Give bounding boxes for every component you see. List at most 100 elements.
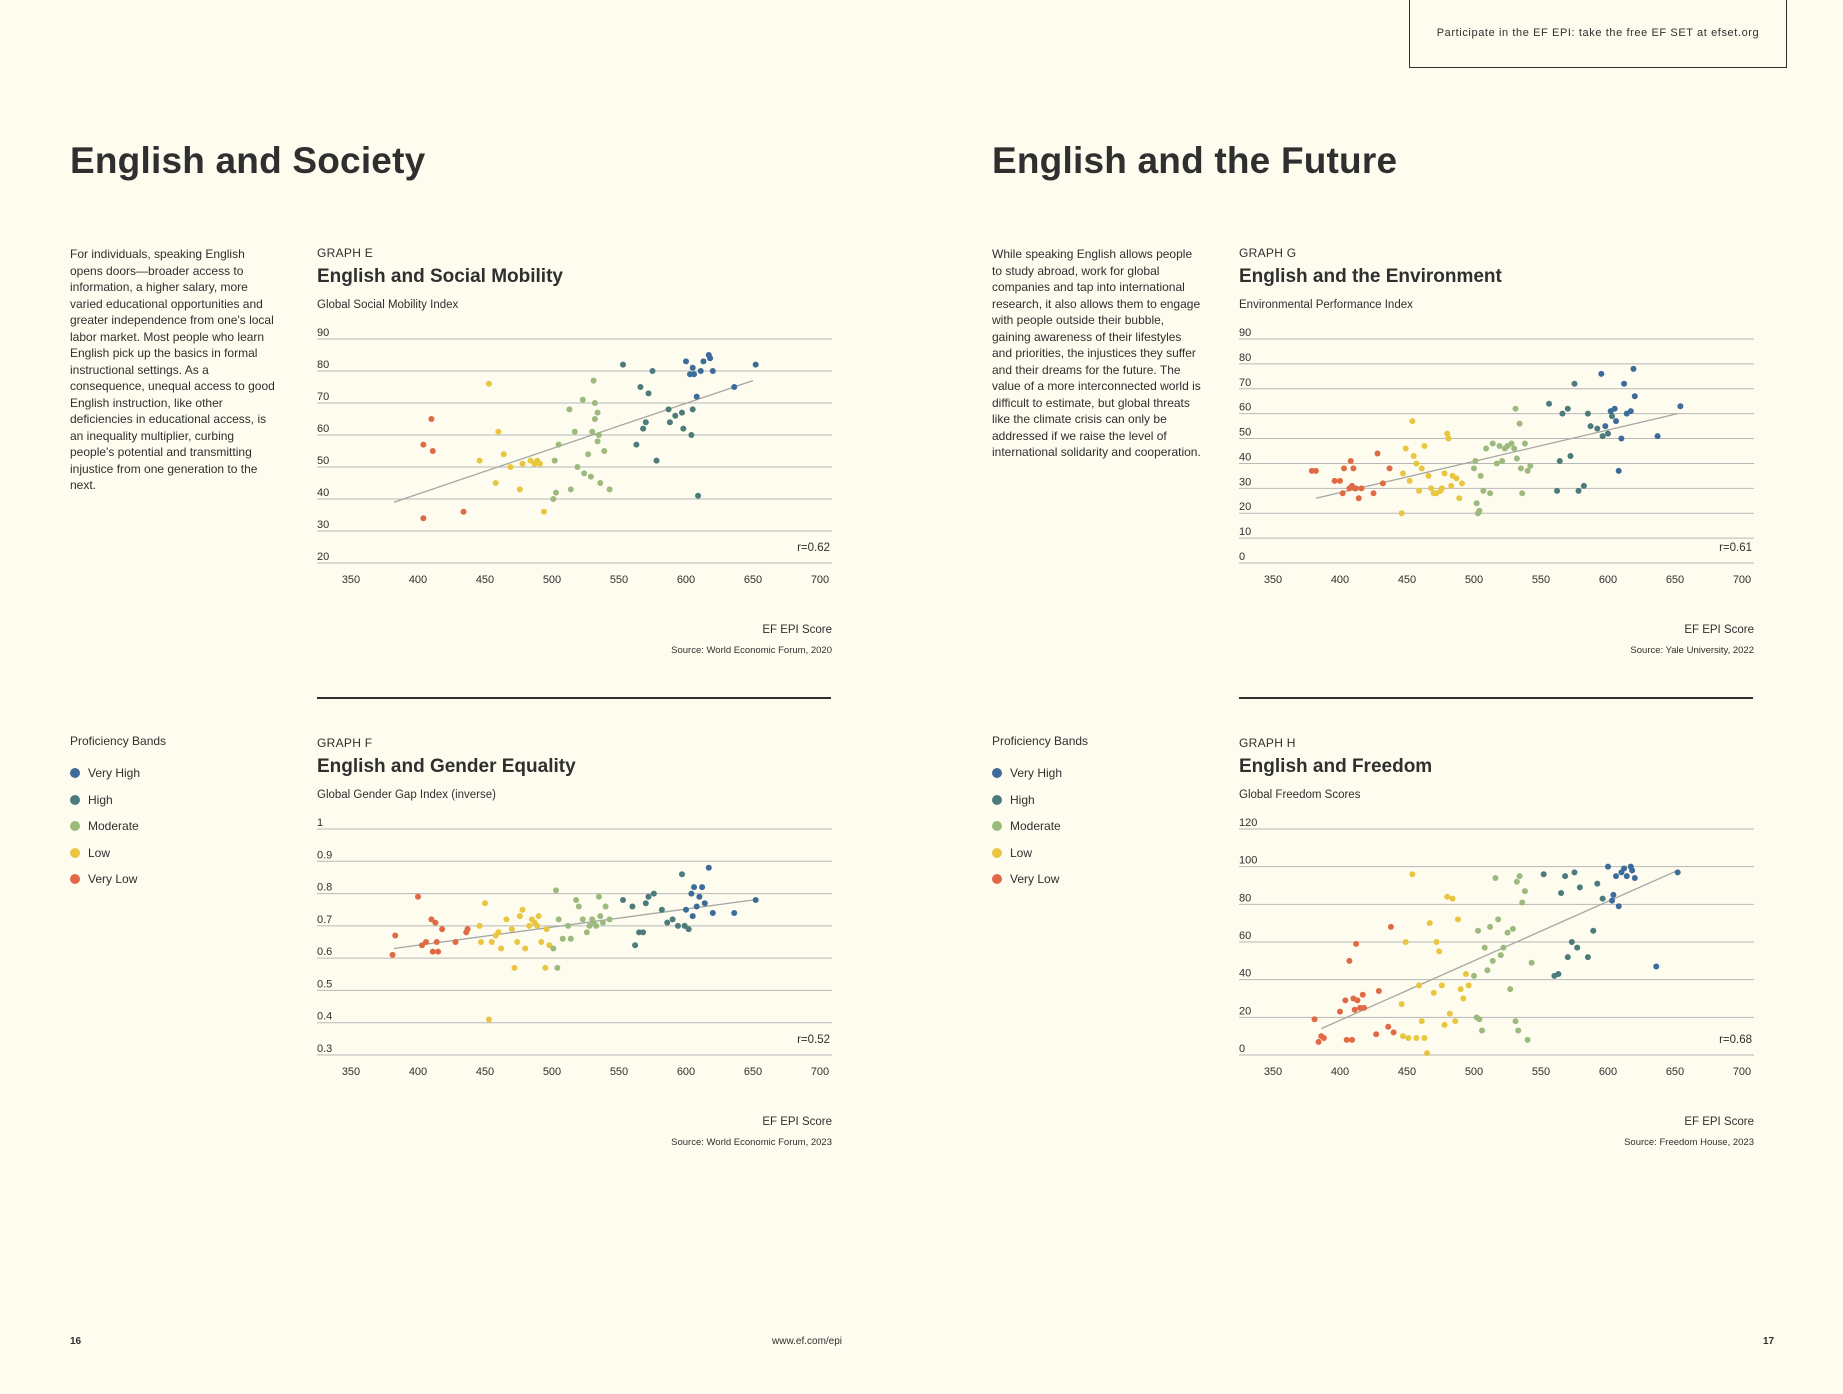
graph-source: Source: World Economic Forum, 2020 xyxy=(671,645,832,656)
data-point-low xyxy=(482,900,488,907)
data-point-low xyxy=(540,508,547,515)
graph-x-axis-title: EF EPI Score xyxy=(1684,1116,1754,1128)
banner-text: Participate in the EF EPI: take the free… xyxy=(1436,26,1760,39)
data-point-moderate xyxy=(599,919,606,926)
data-point-low xyxy=(1446,1010,1453,1017)
data-point-high xyxy=(629,903,636,910)
data-point-low xyxy=(1430,989,1437,996)
legend-label: High xyxy=(88,792,113,807)
x-tick-label: 500 xyxy=(1465,1066,1483,1078)
data-point-very-low xyxy=(1337,477,1343,484)
data-point-moderate xyxy=(595,893,602,900)
data-point-low xyxy=(516,486,523,493)
data-point-moderate xyxy=(573,897,580,904)
data-point-moderate xyxy=(575,903,582,910)
data-point-moderate xyxy=(595,432,602,438)
very-high-dot-icon xyxy=(70,768,80,779)
data-point-moderate xyxy=(1521,888,1528,895)
data-point-high xyxy=(1562,873,1569,880)
data-point-high xyxy=(1574,944,1581,951)
data-point-high xyxy=(1580,482,1587,489)
footer-url-link[interactable]: www.ef.com/epi xyxy=(772,1336,843,1347)
data-point-moderate xyxy=(1499,457,1506,464)
data-point-moderate xyxy=(1511,445,1518,452)
efset-banner[interactable]: Participate in the EF EPI: take the free… xyxy=(1409,0,1787,68)
data-point-moderate xyxy=(1476,1016,1483,1023)
data-point-high xyxy=(666,419,673,426)
data-point-moderate xyxy=(590,377,597,384)
data-point-low xyxy=(507,464,514,470)
y-tick-label: 80 xyxy=(1239,892,1251,904)
data-point-very-low xyxy=(464,926,471,933)
data-point-very-high xyxy=(701,900,708,907)
data-point-very-high xyxy=(1677,403,1684,410)
data-point-very-high xyxy=(1613,418,1620,425)
x-tick-label: 700 xyxy=(811,574,829,586)
data-point-very-low xyxy=(1349,1036,1356,1043)
x-tick-label: 400 xyxy=(409,574,427,586)
data-point-moderate xyxy=(602,903,609,910)
y-tick-label: 40 xyxy=(1239,968,1251,980)
x-tick-label: 650 xyxy=(1666,1066,1684,1078)
data-point-high xyxy=(620,361,627,368)
data-point-very-high xyxy=(689,913,696,920)
data-point-moderate xyxy=(1512,1018,1519,1025)
data-point-high xyxy=(1599,433,1606,440)
data-point-very-low xyxy=(432,919,439,926)
graph-title: English and Gender Equality xyxy=(317,756,576,777)
data-point-low xyxy=(1399,1033,1406,1040)
data-point-moderate xyxy=(566,406,573,413)
data-point-high xyxy=(685,926,692,933)
right-legend: Proficiency Bands Very High High Moderat… xyxy=(992,734,1088,893)
data-point-high xyxy=(695,492,702,499)
data-point-very-high xyxy=(1631,874,1638,881)
x-tick-label: 400 xyxy=(409,1066,427,1078)
data-point-very-low xyxy=(1342,997,1349,1004)
graph-e: GRAPH E English and Social Mobility Glob… xyxy=(317,246,832,666)
x-tick-label: 650 xyxy=(744,1066,762,1078)
data-point-moderate xyxy=(1496,443,1503,450)
data-point-moderate xyxy=(1527,462,1534,469)
data-point-very-low xyxy=(1359,991,1366,998)
data-point-moderate xyxy=(565,922,572,929)
data-point-low xyxy=(1425,472,1432,479)
legend-item-moderate: Moderate xyxy=(992,813,1088,840)
data-point-moderate xyxy=(567,935,574,942)
data-point-low xyxy=(476,457,483,464)
data-point-low xyxy=(1413,1035,1420,1042)
data-point-low xyxy=(534,922,541,929)
x-tick-label: 400 xyxy=(1331,574,1349,586)
data-point-very-low xyxy=(1374,450,1381,457)
data-point-moderate xyxy=(1476,507,1483,514)
data-point-moderate xyxy=(550,945,557,952)
data-point-high xyxy=(1584,410,1591,417)
x-tick-label: 350 xyxy=(342,574,360,586)
data-point-moderate xyxy=(555,916,562,923)
y-tick-label: 0.7 xyxy=(317,914,332,926)
data-point-low xyxy=(538,939,545,945)
correlation-label: r=0.52 xyxy=(797,1034,830,1046)
y-tick-label: 60 xyxy=(1239,930,1251,942)
x-tick-label: 700 xyxy=(1733,1066,1751,1078)
x-tick-label: 650 xyxy=(744,574,762,586)
data-point-very-low xyxy=(460,508,467,515)
data-point-moderate xyxy=(579,396,586,403)
y-tick-label: 0 xyxy=(1239,551,1245,563)
data-point-low xyxy=(1421,1035,1428,1042)
data-point-low xyxy=(1424,1050,1431,1057)
data-point-high xyxy=(1567,452,1574,459)
data-point-very-low xyxy=(439,926,446,933)
data-point-very-high xyxy=(691,884,698,891)
data-point-very-low xyxy=(1351,1006,1358,1013)
data-point-very-low xyxy=(1347,457,1354,464)
data-point-very-high xyxy=(707,355,714,362)
data-point-low xyxy=(477,939,484,945)
graph-tag: GRAPH H xyxy=(1239,736,1296,750)
page-number-right: 17 xyxy=(1763,1336,1775,1347)
legend-label: Very High xyxy=(1010,766,1063,781)
data-point-very-high xyxy=(1627,408,1634,415)
x-tick-label: 450 xyxy=(1398,1066,1416,1078)
data-point-moderate xyxy=(589,428,596,435)
data-point-moderate xyxy=(555,441,562,448)
data-point-high xyxy=(688,432,695,438)
